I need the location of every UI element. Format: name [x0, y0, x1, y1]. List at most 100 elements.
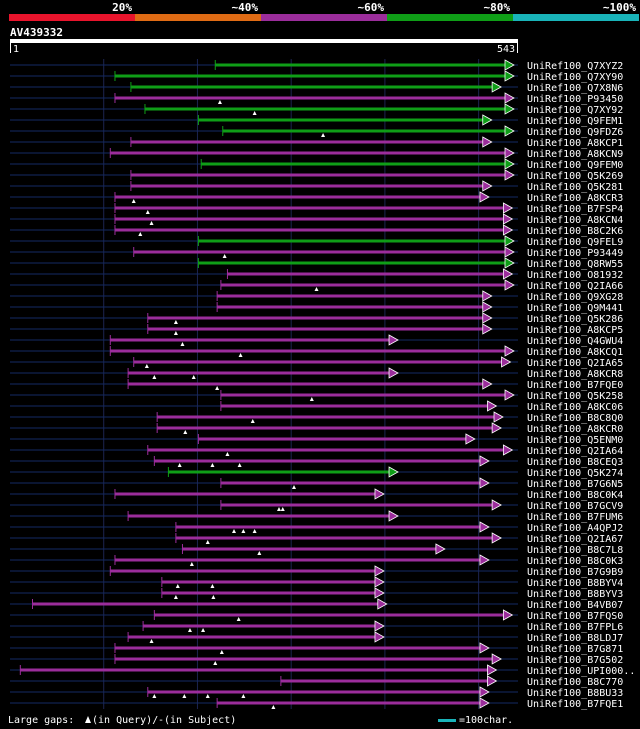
- hit-bar[interactable]: [182, 547, 437, 551]
- hit-bar[interactable]: [130, 85, 494, 89]
- hit-bar[interactable]: [147, 448, 505, 452]
- hit-bar[interactable]: [161, 580, 376, 584]
- hit-row[interactable]: UniRef100_Q5K286: [10, 312, 623, 325]
- hit-label[interactable]: UniRef100_Q8RW55: [527, 259, 623, 270]
- hit-bar[interactable]: [175, 536, 494, 540]
- hit-bar[interactable]: [32, 602, 379, 606]
- hit-row[interactable]: UniRef100_B8C2K6: [10, 224, 623, 237]
- hit-row[interactable]: UniRef100_A8KCP5: [10, 323, 623, 336]
- hit-row[interactable]: UniRef100_A8KCN4: [10, 213, 623, 226]
- hit-label[interactable]: UniRef100_Q9XG28: [527, 292, 623, 303]
- hit-bar[interactable]: [110, 338, 391, 342]
- hit-label[interactable]: UniRef100_UPI000..: [527, 666, 635, 677]
- hit-bar[interactable]: [220, 393, 506, 397]
- hit-bar[interactable]: [128, 514, 391, 518]
- hit-bar[interactable]: [217, 305, 484, 309]
- hit-label[interactable]: UniRef100_B7FQE1: [527, 699, 623, 710]
- hit-label[interactable]: UniRef100_P93449: [527, 248, 623, 259]
- hit-row[interactable]: UniRef100_B8C0K3: [10, 554, 623, 567]
- hit-bar[interactable]: [227, 272, 505, 276]
- hit-bar[interactable]: [161, 591, 376, 595]
- hit-row[interactable]: UniRef100_Q5K269: [10, 169, 623, 182]
- hit-row[interactable]: UniRef100_B7FPL6: [10, 620, 623, 633]
- hit-label[interactable]: UniRef100_Q5K286: [527, 314, 623, 325]
- hit-bar[interactable]: [114, 558, 481, 562]
- hit-row[interactable]: UniRef100_B8BYV3: [10, 587, 623, 600]
- hit-bar[interactable]: [128, 371, 391, 375]
- hit-bar[interactable]: [110, 349, 506, 353]
- hit-row[interactable]: UniRef100_Q8RW55: [10, 257, 623, 270]
- hit-label[interactable]: UniRef100_A8KCP5: [527, 325, 623, 336]
- hit-row[interactable]: UniRef100_B7FUM6: [10, 510, 623, 523]
- hit-label[interactable]: UniRef100_Q9FEL9: [527, 237, 623, 248]
- hit-row[interactable]: UniRef100_Q5K274: [10, 466, 623, 479]
- hit-row[interactable]: UniRef100_A8KCR0: [10, 422, 623, 435]
- hit-bar[interactable]: [114, 217, 505, 221]
- hit-bar[interactable]: [114, 492, 376, 496]
- hit-bar[interactable]: [217, 701, 481, 705]
- hit-bar[interactable]: [110, 569, 376, 573]
- hit-label[interactable]: UniRef100_B7FSP4: [527, 204, 623, 215]
- hit-bar[interactable]: [222, 129, 507, 133]
- hit-row[interactable]: UniRef100_P93449: [10, 246, 623, 259]
- hit-bar[interactable]: [157, 426, 494, 430]
- hit-bar[interactable]: [154, 613, 505, 617]
- hit-label[interactable]: UniRef100_Q5K274: [527, 468, 623, 479]
- hit-row[interactable]: UniRef100_Q7XY90: [10, 70, 623, 83]
- hit-label[interactable]: UniRef100_Q2IA64: [527, 446, 623, 457]
- hit-bar[interactable]: [201, 162, 507, 166]
- hit-bar[interactable]: [220, 481, 481, 485]
- hit-row[interactable]: UniRef100_B7FSP4: [10, 202, 623, 215]
- hit-bar[interactable]: [217, 294, 484, 298]
- hit-label[interactable]: UniRef100_B8C8Q0: [527, 413, 623, 424]
- hit-label[interactable]: UniRef100_Q9FEM0: [527, 160, 623, 171]
- hit-label[interactable]: UniRef100_A8KCN4: [527, 215, 623, 226]
- hit-label[interactable]: UniRef100_B7FPL6: [527, 622, 623, 633]
- hit-bar[interactable]: [144, 107, 506, 111]
- hit-label[interactable]: UniRef100_Q4GWU4: [527, 336, 623, 347]
- hit-row[interactable]: UniRef100_Q7X8N6: [10, 81, 623, 94]
- hit-row[interactable]: UniRef100_B7FQE1: [10, 697, 623, 710]
- hit-bar[interactable]: [147, 316, 484, 320]
- hit-row[interactable]: UniRef100_B7FQE0: [10, 378, 623, 391]
- hit-row[interactable]: UniRef100_A8KCR3: [10, 191, 623, 204]
- hit-label[interactable]: UniRef100_B8BU33: [527, 688, 623, 699]
- hit-label[interactable]: UniRef100_P93450: [527, 94, 623, 105]
- hit-label[interactable]: UniRef100_Q9M441: [527, 303, 623, 314]
- hit-bar[interactable]: [175, 525, 481, 529]
- hit-bar[interactable]: [147, 690, 481, 694]
- hit-label[interactable]: UniRef100_B8BYV3: [527, 589, 623, 600]
- hit-bar[interactable]: [110, 151, 506, 155]
- hit-row[interactable]: UniRef100_Q2IA65: [10, 356, 623, 369]
- hit-bar[interactable]: [280, 679, 489, 683]
- hit-label[interactable]: UniRef100_B7FQE0: [527, 380, 623, 391]
- hit-bar[interactable]: [133, 250, 507, 254]
- hit-row[interactable]: UniRef100_B8C0K4: [10, 488, 623, 501]
- hit-row[interactable]: UniRef100_B7G502: [10, 653, 623, 666]
- hit-row[interactable]: UniRef100_A8KCN9: [10, 147, 623, 160]
- hit-label[interactable]: UniRef100_Q5K281: [527, 182, 623, 193]
- hit-row[interactable]: UniRef100_Q5ENM0: [10, 433, 623, 446]
- hit-bar[interactable]: [114, 96, 506, 100]
- hit-row[interactable]: UniRef100_B8C8Q0: [10, 411, 623, 424]
- hit-bar[interactable]: [114, 657, 494, 661]
- hit-label[interactable]: UniRef100_Q5K269: [527, 171, 623, 182]
- hit-row[interactable]: UniRef100_Q9FDZ6: [10, 125, 623, 138]
- hit-row[interactable]: UniRef100_A8KCP1: [10, 136, 623, 149]
- hit-label[interactable]: UniRef100_Q2IA67: [527, 534, 623, 545]
- hit-label[interactable]: UniRef100_A4QPJ2: [527, 523, 623, 534]
- hit-row[interactable]: UniRef100_B8LDJ7: [10, 631, 623, 644]
- hit-label[interactable]: UniRef100_A8KC06: [527, 402, 623, 413]
- hit-label[interactable]: UniRef100_B7G6N5: [527, 479, 623, 490]
- hit-bar[interactable]: [114, 74, 506, 78]
- hit-bar[interactable]: [130, 173, 506, 177]
- hit-bar[interactable]: [143, 624, 376, 628]
- hit-bar[interactable]: [20, 668, 489, 672]
- hit-row[interactable]: UniRef100_B8CEQ3: [10, 455, 623, 468]
- hit-row[interactable]: UniRef100_B8C770: [10, 675, 623, 688]
- hit-label[interactable]: UniRef100_B7G9B9: [527, 567, 623, 578]
- hit-bar[interactable]: [220, 503, 494, 507]
- hit-row[interactable]: UniRef100_B8C7L8: [10, 543, 623, 556]
- hit-label[interactable]: UniRef100_Q7X8N6: [527, 83, 623, 94]
- hit-bar[interactable]: [128, 382, 484, 386]
